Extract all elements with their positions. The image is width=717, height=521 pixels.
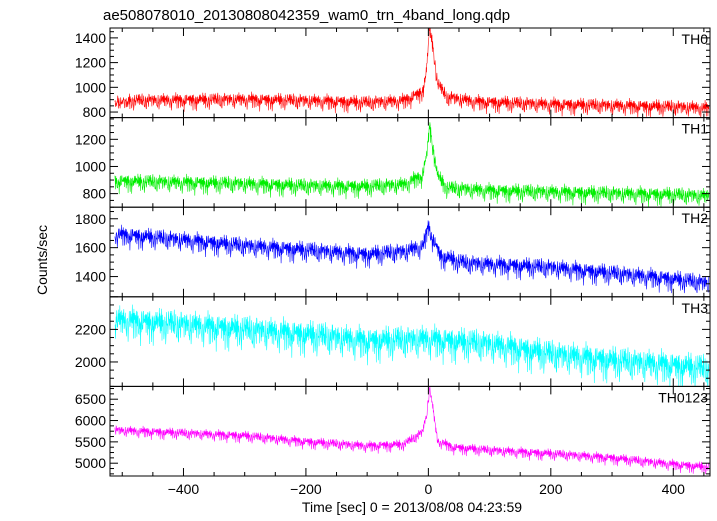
panel-TH1: 800 1000 1200 TH1 (75, 117, 711, 208)
x-tick-label: 0 (424, 481, 432, 497)
series-line-TH3 (114, 304, 710, 387)
x-axis-label: Time [sec] 0 = 2013/08/08 04:23:59 (302, 499, 522, 515)
y-axis-label: Counts/sec (34, 225, 50, 295)
series-label-TH1: TH1 (682, 121, 709, 137)
y-tick-label-TH0123: 6000 (75, 413, 106, 429)
panel-TH2: 1400 1600 1800 TH2 (75, 206, 711, 298)
x-tick-label: −200 (290, 481, 322, 497)
y-tick-label-TH1: 1000 (75, 158, 106, 174)
y-tick-label-TH0: 800 (83, 104, 107, 120)
panel-TH0123: 5000 5500 6000 6500 TH0123 (75, 385, 711, 477)
series-line-TH1 (114, 122, 710, 208)
y-tick-label-TH0123: 5500 (75, 434, 106, 450)
x-tick-label: 200 (539, 481, 563, 497)
chart-title: ae508078010_20130808042359_wam0_trn_4ban… (103, 7, 510, 24)
x-tick-label: 400 (662, 481, 686, 497)
y-tick-label-TH1: 1200 (75, 131, 106, 147)
panel-frame-TH0123 (109, 385, 711, 477)
panel-TH0: 800 1000 1200 1400 TH0 (75, 27, 711, 120)
y-tick-label-TH2: 1600 (75, 240, 106, 256)
y-tick-label-TH0: 1000 (75, 79, 106, 95)
y-tick-label-TH3: 2200 (75, 321, 106, 337)
x-tick-label: −400 (168, 481, 200, 497)
series-line-TH2 (114, 220, 710, 294)
series-label-TH0123: TH0123 (658, 389, 708, 405)
series-line-TH0123 (114, 386, 710, 475)
panels-group: 800 1000 1200 1400 TH0 800 1000 1200 TH1 1400 1600… (75, 27, 711, 497)
y-tick-label-TH0: 1400 (75, 30, 106, 46)
series-label-TH3: TH3 (682, 300, 709, 316)
series-label-TH0: TH0 (682, 31, 709, 47)
y-tick-label-TH2: 1400 (75, 269, 106, 285)
series-label-TH2: TH2 (682, 210, 709, 226)
series-line-TH0 (114, 28, 710, 118)
y-tick-label-TH0123: 5000 (75, 455, 106, 471)
panel-TH3: 2000 2200 TH3 (75, 296, 711, 387)
y-tick-label-TH3: 2000 (75, 354, 106, 370)
y-tick-label-TH2: 1800 (75, 211, 106, 227)
y-tick-label-TH0: 1200 (75, 55, 106, 71)
y-tick-label-TH0123: 6500 (75, 391, 106, 407)
y-tick-label-TH1: 800 (83, 186, 107, 202)
